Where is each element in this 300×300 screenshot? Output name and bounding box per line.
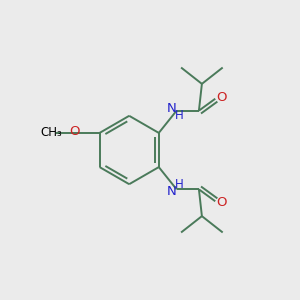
Text: CH₃: CH₃ bbox=[40, 126, 62, 140]
Text: O: O bbox=[217, 91, 227, 104]
Text: N: N bbox=[167, 102, 176, 115]
Text: O: O bbox=[69, 125, 80, 138]
Text: N: N bbox=[167, 185, 176, 198]
Text: O: O bbox=[217, 196, 227, 209]
Text: H: H bbox=[175, 178, 184, 191]
Text: H: H bbox=[175, 109, 184, 122]
